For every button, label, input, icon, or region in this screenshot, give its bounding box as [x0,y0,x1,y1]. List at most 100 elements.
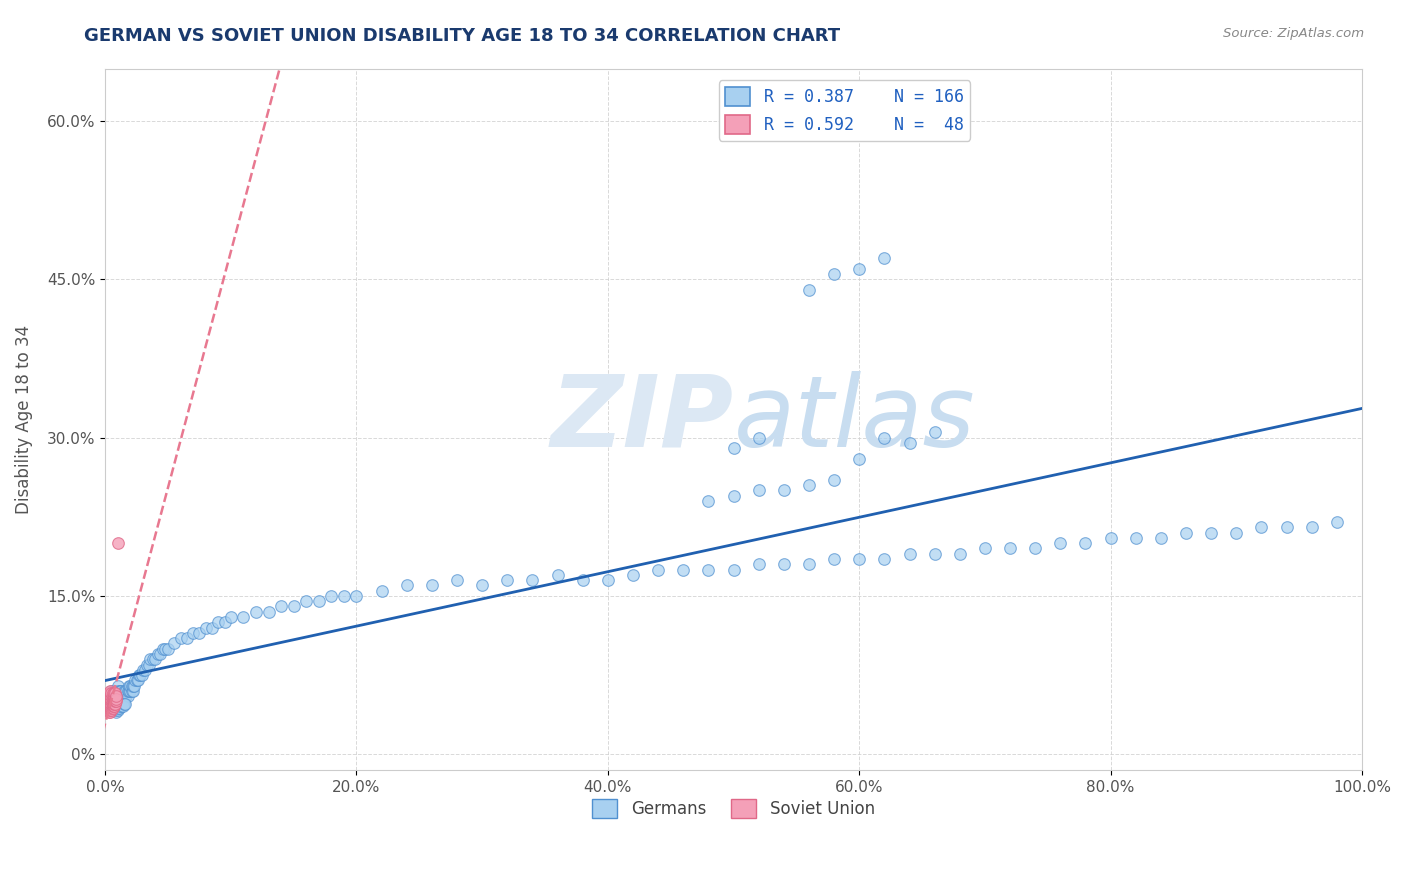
Point [121,684,143,698]
Point [163,636,186,650]
Point [111,689,134,703]
Point [873,552,896,566]
Point [101,686,124,700]
Point [446,573,468,587]
Point [142,652,165,666]
Point [107,684,129,698]
Point [105,699,128,714]
Point [723,489,745,503]
Point [104,689,127,703]
Point [97,697,120,711]
Point [100,698,122,713]
Point [131,668,153,682]
Point [104,699,127,714]
Point [1301,520,1323,534]
Point [108,699,131,714]
Point [772,483,794,498]
Point [522,573,544,587]
Point [115,689,138,703]
Point [110,698,132,713]
Point [100,684,122,698]
Point [232,610,254,624]
Point [621,567,644,582]
Point [873,252,896,266]
Point [112,684,135,698]
Point [103,698,125,713]
Point [370,583,392,598]
Point [98,703,121,717]
Point [97,703,120,717]
Point [176,631,198,645]
Point [111,694,134,708]
Point [596,573,619,587]
Point [121,679,143,693]
Point [748,558,770,572]
Point [98,700,121,714]
Point [128,668,150,682]
Point [974,541,997,556]
Point [107,703,129,717]
Point [132,663,155,677]
Point [108,699,131,714]
Point [103,699,125,714]
Text: ZIP: ZIP [551,371,734,467]
Point [924,425,946,440]
Point [169,631,191,645]
Point [101,699,124,714]
Point [181,625,204,640]
Point [103,694,125,708]
Point [114,697,136,711]
Point [103,689,125,703]
Text: GERMAN VS SOVIET UNION DISABILITY AGE 18 TO 34 CORRELATION CHART: GERMAN VS SOVIET UNION DISABILITY AGE 18… [84,27,841,45]
Point [98,692,121,706]
Point [748,431,770,445]
Point [1199,525,1222,540]
Point [201,621,224,635]
Point [149,647,172,661]
Point [101,697,124,711]
Point [100,697,122,711]
Point [697,563,720,577]
Point [1150,531,1173,545]
Point [723,442,745,456]
Point [98,686,121,700]
Point [104,686,127,700]
Point [98,697,121,711]
Point [848,552,870,566]
Point [1125,531,1147,545]
Point [101,684,124,698]
Point [723,563,745,577]
Point [924,547,946,561]
Point [898,436,921,450]
Point [104,694,127,708]
Point [100,689,122,703]
Point [100,703,122,717]
Point [121,684,143,698]
Point [98,689,121,703]
Point [1074,536,1097,550]
Point [101,700,124,714]
Point [103,697,125,711]
Point [121,679,143,693]
Point [571,573,593,587]
Point [100,700,122,714]
Point [998,541,1021,556]
Point [848,262,870,277]
Point [156,641,179,656]
Point [1175,525,1198,540]
Point [101,698,124,713]
Point [100,689,122,703]
Point [823,473,845,487]
Point [1326,515,1348,529]
Point [146,647,169,661]
Point [103,686,125,700]
Point [104,694,127,708]
Point [100,694,122,708]
Point [101,694,124,708]
Point [108,684,131,698]
Point [152,641,174,656]
Point [120,684,142,698]
Point [114,684,136,698]
Point [107,536,129,550]
Point [110,684,132,698]
